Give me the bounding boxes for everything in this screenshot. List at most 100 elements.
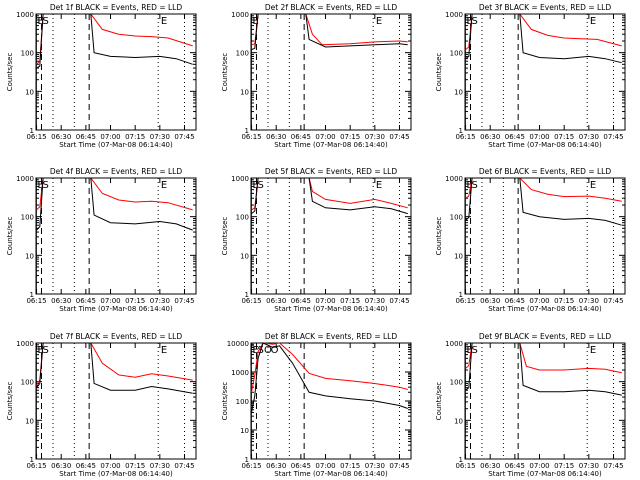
events-series-line <box>251 177 408 215</box>
chart-panel-9: Det 9f BLACK = Events, RED = LLD 1 10 100 10… <box>435 332 626 478</box>
x-tick-label: 06:15 <box>455 297 475 305</box>
x-axis-label: Start Time (07-Mar-08 06:14:40) <box>274 305 388 313</box>
x-tick-label: 06:30 <box>480 133 500 141</box>
y-axis-label: Counts/sec <box>221 217 229 256</box>
x-axis-label: Start Time (07-Mar-08 06:14:40) <box>488 470 602 478</box>
x-tick-label: 06:45 <box>291 297 311 305</box>
y-axis-label: Counts/sec <box>6 382 14 421</box>
x-tick-label: 06:30 <box>266 133 286 141</box>
y-tick-label: 1 <box>245 456 249 464</box>
event-marker-label: E <box>253 16 259 27</box>
x-axis-label: Start Time (07-Mar-08 06:14:40) <box>488 305 602 313</box>
y-tick-label: 1000 <box>16 340 34 348</box>
event-marker-label: E <box>253 345 259 356</box>
y-tick-label: 1000 <box>16 11 34 19</box>
x-tick-label: 07:00 <box>315 133 335 141</box>
x-tick-label: 07:45 <box>603 133 623 141</box>
x-axis-label: Start Time (07-Mar-08 06:14:40) <box>274 470 388 478</box>
chart-title: Det 8f BLACK = Events, RED = LLD <box>265 332 398 341</box>
x-tick-label: 06:45 <box>76 297 96 305</box>
chart-title: Det 5f BLACK = Events, RED = LLD <box>265 167 398 176</box>
y-axis-label: Counts/sec <box>6 217 14 256</box>
y-tick-label: 10 <box>240 427 249 435</box>
y-tick-label: 10 <box>454 417 463 425</box>
events-series-line <box>251 13 408 51</box>
x-axis-label: Start Time (07-Mar-08 06:14:40) <box>59 141 173 149</box>
events-series-line <box>465 342 622 396</box>
event-marker-label: E <box>38 180 44 191</box>
x-tick-label: 06:30 <box>480 297 500 305</box>
y-tick-label: 1000 <box>445 175 463 183</box>
event-marker-label: S <box>42 180 48 191</box>
x-axis-label: Start Time (07-Mar-08 06:14:40) <box>488 141 602 149</box>
y-axis-label: Counts/sec <box>6 53 14 92</box>
plot-frame <box>250 177 412 295</box>
y-tick-label: 1 <box>459 291 463 299</box>
lld-series-line <box>251 342 408 393</box>
event-marker-label: E <box>467 345 473 356</box>
y-tick-label: 1 <box>30 291 34 299</box>
lld-series-line <box>36 342 193 386</box>
events-series-line <box>251 342 408 413</box>
x-tick-label: 07:15 <box>554 297 574 305</box>
events-series-line <box>36 177 193 231</box>
event-marker-label: E <box>376 180 382 191</box>
chart-title: Det 9f BLACK = Events, RED = LLD <box>479 332 612 341</box>
y-axis-label: Counts/sec <box>221 53 229 92</box>
y-tick-label: 1000 <box>445 340 463 348</box>
x-tick-label: 07:45 <box>389 462 409 470</box>
x-axis-label: Start Time (07-Mar-08 06:14:40) <box>59 470 173 478</box>
lld-series-line <box>465 342 622 374</box>
plot-frame <box>464 177 626 295</box>
x-tick-label: 06:15 <box>241 133 261 141</box>
y-axis-label: Counts/sec <box>435 53 443 92</box>
event-marker-label: S <box>471 345 477 356</box>
x-tick-label: 06:45 <box>505 297 525 305</box>
chart-title: Det 4f BLACK = Events, RED = LLD <box>50 167 183 176</box>
y-tick-label: 10 <box>25 88 34 96</box>
event-marker-label: O <box>271 345 279 356</box>
x-tick-label: 06:15 <box>455 462 475 470</box>
event-marker-label: S <box>471 16 477 27</box>
chart-panel-2: Det 2f BLACK = Events, RED = LLD 1 10 100 10… <box>221 3 412 149</box>
x-tick-label: 07:15 <box>554 133 574 141</box>
x-tick-label: 06:45 <box>76 133 96 141</box>
x-tick-label: 06:30 <box>266 462 286 470</box>
chart-title: Det 1f BLACK = Events, RED = LLD <box>50 3 183 12</box>
x-tick-label: 06:30 <box>51 297 71 305</box>
chart-panel-6: Det 6f BLACK = Events, RED = LLD 1 10 100 10… <box>435 167 626 313</box>
x-tick-label: 06:30 <box>51 133 71 141</box>
y-tick-label: 10 <box>454 252 463 260</box>
x-tick-label: 07:00 <box>315 297 335 305</box>
x-tick-label: 07:15 <box>125 297 145 305</box>
plot-frame <box>35 177 197 295</box>
y-tick-label: 100 <box>236 50 249 58</box>
y-tick-label: 1000 <box>231 175 249 183</box>
lld-series-line <box>36 177 193 211</box>
chart-panel-4: Det 4f BLACK = Events, RED = LLD 1 10 100 10… <box>6 167 197 313</box>
plot-frame <box>464 342 626 460</box>
event-marker-label: E <box>38 345 44 356</box>
event-marker-label: E <box>590 345 596 356</box>
x-tick-label: 07:15 <box>340 462 360 470</box>
y-tick-label: 1000 <box>231 369 249 377</box>
y-tick-label: 1000 <box>445 11 463 19</box>
y-tick-label: 1000 <box>16 175 34 183</box>
lld-series-line <box>251 177 408 211</box>
x-tick-label: 07:45 <box>603 297 623 305</box>
x-tick-label: 07:00 <box>529 462 549 470</box>
event-marker-label: E <box>161 345 167 356</box>
x-tick-label: 07:30 <box>365 297 385 305</box>
x-tick-label: 06:15 <box>26 297 46 305</box>
x-tick-label: 06:45 <box>505 133 525 141</box>
x-axis-label: Start Time (07-Mar-08 06:14:40) <box>59 305 173 313</box>
y-tick-label: 10 <box>454 88 463 96</box>
x-tick-label: 07:45 <box>389 133 409 141</box>
event-marker-label: E <box>161 180 167 191</box>
chart-panel-8: Det 8f BLACK = Events, RED = LLD 1 10 100 10… <box>221 332 412 478</box>
y-tick-label: 1 <box>245 291 249 299</box>
event-marker-label: E <box>38 16 44 27</box>
y-tick-label: 1 <box>459 127 463 135</box>
x-axis-label: Start Time (07-Mar-08 06:14:40) <box>274 141 388 149</box>
x-tick-label: 06:15 <box>26 133 46 141</box>
